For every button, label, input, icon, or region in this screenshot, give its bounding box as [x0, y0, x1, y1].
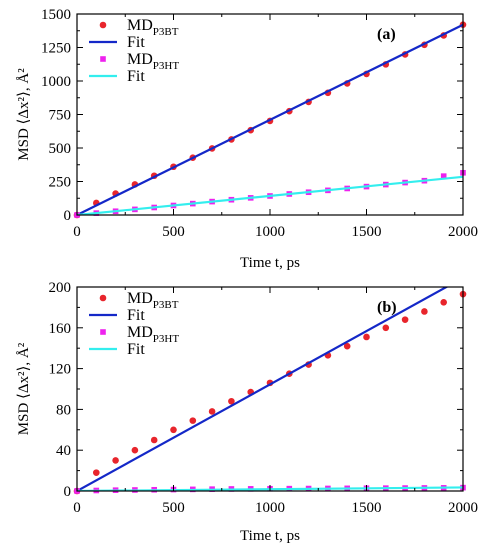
- legend-circle-swatch: [99, 294, 107, 302]
- x-tick-label: 1000: [255, 500, 285, 516]
- x-tick-label: 0: [73, 500, 81, 516]
- md-p3ht-point: [440, 173, 447, 179]
- panel-label: (a): [377, 26, 396, 43]
- y-tick-label: 200: [49, 280, 72, 296]
- x-tick-label: 0: [73, 224, 81, 240]
- md-p3bt-point: [112, 457, 119, 464]
- y-tick-label: 750: [49, 108, 72, 124]
- md-p3bt-point: [440, 299, 448, 306]
- md-p3bt-point: [363, 333, 370, 341]
- legend-label: Fit: [127, 341, 145, 358]
- x-tick-label: 1500: [352, 500, 382, 516]
- y-tick-label: 1000: [41, 74, 71, 90]
- y-axis-label: MSD ⟨Δx²⟩, Å²: [16, 342, 32, 435]
- legend-label: MDP3BT: [127, 17, 179, 38]
- legend-square-swatch: [100, 329, 106, 335]
- x-tick-label: 500: [162, 224, 185, 240]
- y-tick-label: 0: [64, 208, 72, 224]
- x-axis-label: Time t, ps: [240, 255, 300, 271]
- x-tick-label: 2000: [448, 224, 478, 240]
- x-tick-label: 1000: [255, 224, 285, 240]
- y-tick-label: 1250: [41, 41, 71, 57]
- md-p3bt-point: [208, 408, 216, 415]
- md-p3bt-point: [401, 316, 409, 323]
- y-tick-label: 1500: [41, 7, 71, 23]
- y-tick-label: 0: [64, 484, 72, 500]
- legend-label: Fit: [127, 34, 145, 51]
- md-p3bt-point: [343, 342, 351, 350]
- md-p3bt-point: [382, 324, 390, 332]
- y-axis-label: MSD ⟨Δx²⟩, Å²: [16, 68, 32, 161]
- md-p3bt-point: [228, 397, 235, 405]
- x-axis-label: Time t, ps: [240, 528, 300, 544]
- md-p3bt-point: [150, 436, 158, 444]
- x-tick-label: 2000: [448, 500, 478, 516]
- panel-a: 0 500 1000 1500 2000 0 250 500 750 1000 1250 1500 Ti…: [16, 7, 478, 271]
- legend-square-swatch: [100, 56, 106, 62]
- x-tick-label: 1500: [352, 224, 382, 240]
- md-p3bt-point: [93, 469, 100, 476]
- md-p3bt-point: [170, 426, 177, 434]
- legend-label: Fit: [127, 307, 145, 324]
- legend-circle-swatch: [99, 21, 107, 29]
- legend-label: MDP3HT: [127, 324, 179, 345]
- panel-label: (b): [377, 299, 397, 316]
- legend-label: MDP3BT: [127, 290, 179, 311]
- y-tick-label: 40: [56, 443, 71, 459]
- x-tick-label: 500: [162, 500, 185, 516]
- md-p3bt-point: [189, 417, 197, 424]
- y-tick-label: 80: [56, 402, 71, 418]
- fit-line-p3bt: [77, 287, 449, 491]
- md-p3bt-point: [131, 446, 139, 454]
- legend-label: Fit: [127, 68, 145, 85]
- y-tick-label: 160: [49, 321, 72, 337]
- panel-b: 0 500 1000 1500 2000 0 40 80 120 160 200 Time t, ps…: [16, 280, 478, 544]
- md-p3bt-point: [421, 308, 428, 315]
- y-tick-label: 120: [49, 362, 72, 378]
- legend-label: MDP3HT: [127, 51, 179, 72]
- y-tick-label: 500: [49, 141, 72, 157]
- y-tick-label: 250: [49, 175, 72, 191]
- fit-line-p3bt: [77, 23, 463, 215]
- fit-line-p3ht: [77, 175, 463, 215]
